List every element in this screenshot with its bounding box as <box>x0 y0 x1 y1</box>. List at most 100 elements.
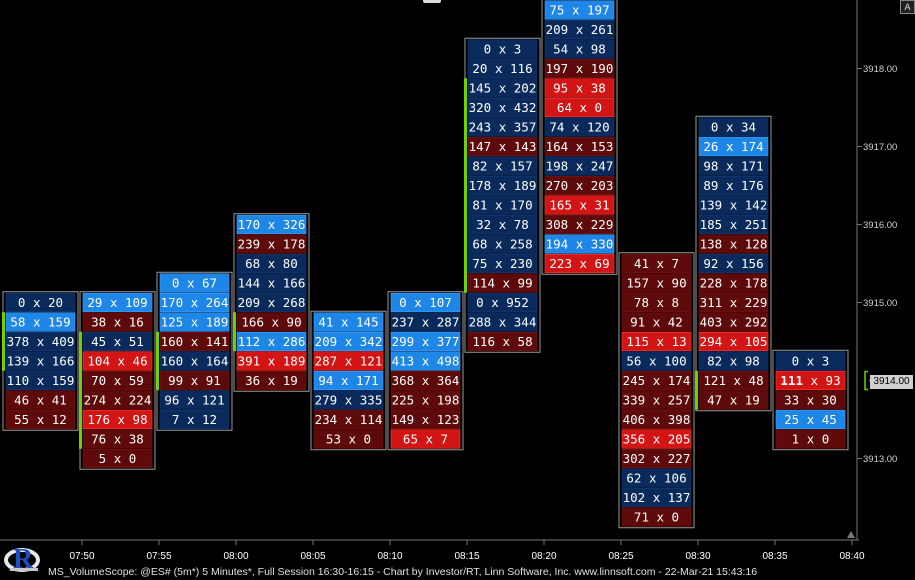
volume-cell-label: 92 x 156 <box>703 256 763 271</box>
footprint-bar[interactable]: 0 x 107 237 x 287 299 x 377 413 x 498 368 x … <box>387 291 464 451</box>
scroll-up-icon[interactable] <box>847 531 855 538</box>
volume-cell-label: 41 x 7 <box>634 256 679 271</box>
volume-cell <box>544 214 615 235</box>
volume-cell <box>698 312 769 332</box>
volume-cell-label: 29 x 109 <box>87 295 147 310</box>
volume-cell <box>236 351 307 371</box>
volume-cell-label: 197 x 190 <box>546 61 614 76</box>
autoscale-button[interactable]: A <box>900 0 915 14</box>
volume-cell-label: 82 x 157 <box>472 159 532 174</box>
volume-cell <box>390 312 461 332</box>
top-handle-tab[interactable] <box>423 0 441 3</box>
volume-cell <box>467 312 538 332</box>
volume-cell <box>467 331 538 352</box>
volume-cell <box>698 331 769 352</box>
price-tick-label: 3918.00 <box>863 64 897 75</box>
footprint-bar[interactable]: 0 x 34 26 x 174 98 x 171 89 x 176 139 x 142 1… <box>695 115 772 412</box>
volume-cell-label: 70 x 59 <box>91 373 144 388</box>
volume-cell <box>544 58 615 79</box>
volume-cell <box>544 136 615 157</box>
volume-cell <box>544 19 615 40</box>
volume-cell-label: 139 x 166 <box>7 354 75 369</box>
volume-cell-label: 33 x 30 <box>784 393 837 408</box>
volume-cell-label: 413 x 498 <box>392 354 460 369</box>
footprint-bar[interactable]: 0 x 3 111 x 93 33 x 30 25 x 45 1 x 0 <box>772 349 849 451</box>
footprint-bar[interactable]: 29 x 109 38 x 16 45 x 51 104 x 46 70 x 59 274… <box>79 291 156 470</box>
volume-cell <box>698 292 769 313</box>
volume-cell <box>621 487 692 508</box>
volume-cell-label: 239 x 178 <box>238 237 306 252</box>
volume-cell <box>467 58 538 79</box>
footprint-bar[interactable]: 0 x 3 20 x 116 145 x 202 320 x 432 243 x 357… <box>464 37 541 353</box>
volume-cell-label: 198 x 247 <box>546 159 614 174</box>
volume-cell <box>467 175 538 196</box>
volume-cell-label: 144 x 166 <box>238 276 306 291</box>
footprint-bar[interactable]: 0 x 20 58 x 159 378 x 409 139 x 166 110 x 15… <box>2 291 79 431</box>
volume-cell <box>313 390 384 410</box>
bar-frame <box>772 349 849 451</box>
volume-cell-label: 78 x 8 <box>634 295 679 310</box>
investor-rt-logo-icon: R <box>4 544 40 575</box>
time-tick-label: 08:25 <box>608 551 633 562</box>
volume-cell <box>544 97 615 118</box>
volume-cell-label: 89 x 176 <box>703 178 763 193</box>
volume-cell <box>390 370 461 391</box>
volume-cell-label: 102 x 137 <box>623 490 691 505</box>
volume-cell-label: 0 x 20 <box>18 295 63 310</box>
volume-cell-label: 64 x 0 <box>557 100 602 115</box>
volume-cell <box>621 312 692 332</box>
volume-cell <box>775 390 846 410</box>
volume-cell <box>313 409 384 430</box>
volume-cell <box>775 409 846 430</box>
poc-marker <box>2 312 5 371</box>
volume-cell <box>159 351 230 371</box>
volume-cell <box>390 429 461 449</box>
volume-cell <box>82 331 153 352</box>
volume-cell <box>621 507 692 527</box>
bar-frame <box>541 0 618 275</box>
volume-cell-label: 403 x 292 <box>700 315 768 330</box>
volume-cell-label: 68 x 258 <box>472 237 532 252</box>
volume-cell-label: 65 x 7 <box>403 432 448 447</box>
volume-cell <box>698 273 769 293</box>
volume-cell-label: 164 x 153 <box>546 139 614 154</box>
footprint-bar[interactable]: 170 x 326 239 x 178 68 x 80 144 x 166 209 x … <box>233 213 310 392</box>
volume-cell <box>82 292 153 313</box>
volume-cell-label: 104 x 46 <box>87 354 147 369</box>
volume-cell <box>698 253 769 274</box>
volume-cell <box>159 331 230 352</box>
volume-cell-label: 47 x 19 <box>707 393 760 408</box>
volume-cell-label: 157 x 90 <box>626 276 686 291</box>
volume-cell <box>390 331 461 352</box>
volume-cell <box>5 331 76 352</box>
status-bar-text: MS_VolumeScope: @ES# (5m*) 5 Minutes*, F… <box>48 566 758 578</box>
volume-cell <box>544 156 615 176</box>
volume-cell <box>236 214 307 235</box>
svg-text:R: R <box>13 544 34 575</box>
volume-cell-label: 320 x 432 <box>469 100 537 115</box>
price-tick-label: 3916.00 <box>863 220 897 231</box>
volume-cell <box>5 409 76 430</box>
volume-cell <box>621 390 692 410</box>
footprint-bar[interactable]: 41 x 7 157 x 90 78 x 8 91 x 42 115 x 13 56 x … <box>618 252 695 529</box>
volume-cell-label: 99 x 91 <box>168 373 221 388</box>
time-tick-label: 08:40 <box>839 551 864 562</box>
volume-cell-label: 308 x 229 <box>546 217 614 232</box>
volume-cell-label: 54 x 98 <box>553 42 606 57</box>
volume-cell-label: 149 x 123 <box>392 412 460 427</box>
volume-cell-label: 112 x 286 <box>238 334 306 349</box>
footprint-bar[interactable]: 0 x 67 170 x 264 125 x 189 160 x 141 160 x 1… <box>156 271 233 431</box>
bar-frame <box>618 252 695 529</box>
volume-cell <box>467 253 538 274</box>
volume-cell <box>621 292 692 313</box>
current-price-label: 3914.00 <box>870 375 913 389</box>
volume-cell <box>5 351 76 371</box>
volume-cell <box>621 468 692 488</box>
volume-cell <box>775 370 846 391</box>
volume-cell-label: 38 x 16 <box>91 315 144 330</box>
footprint-bar[interactable]: 41 x 145 209 x 342 287 x 121 94 x 171 279 x … <box>310 310 387 451</box>
volume-cell-label: 74 x 120 <box>549 120 609 135</box>
volume-cell-label: 0 x 34 <box>711 120 756 135</box>
